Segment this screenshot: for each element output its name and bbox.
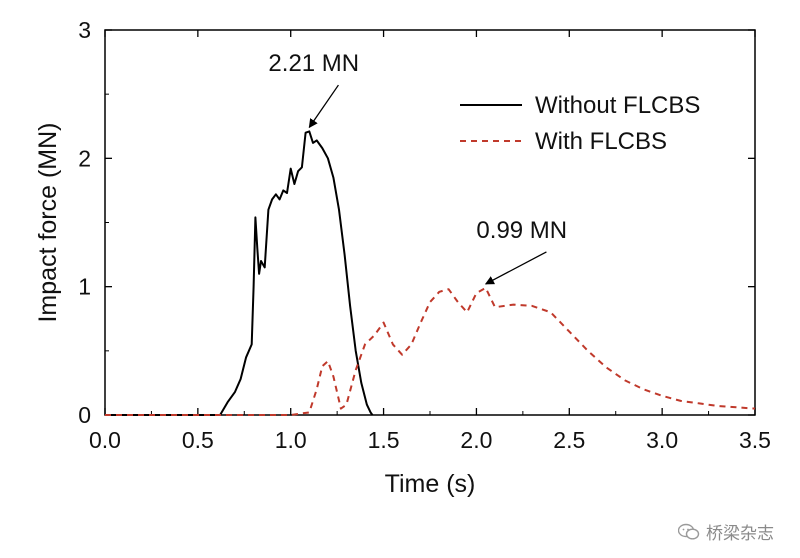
series-line-without-flcbs [105, 130, 374, 416]
y-axis-title: Impact force (MN) [34, 122, 62, 322]
x-tick-label: 3.5 [739, 427, 771, 453]
y-tick-label: 2 [78, 145, 91, 171]
x-axis-title: Time (s) [385, 470, 476, 498]
x-tick-label: 0.0 [89, 427, 121, 453]
legend-label: With FLCBS [535, 128, 667, 155]
annotation-arrow [484, 251, 547, 285]
y-tick-label: 3 [78, 17, 91, 43]
y-tick-label: 1 [78, 274, 91, 300]
series-lines [105, 130, 756, 416]
annotation-arrow [308, 84, 339, 129]
x-tick-label: 2.0 [460, 427, 492, 453]
wechat-icon [678, 523, 700, 540]
series-line-with-flcbs [105, 286, 756, 416]
annotation-label: 0.99 MN [476, 217, 567, 244]
x-tick-label: 0.5 [182, 427, 214, 453]
x-tick-label: 1.5 [368, 427, 400, 453]
legend: Without FLCBS With FLCBS [460, 92, 700, 155]
legend-label: Without FLCBS [535, 92, 700, 119]
x-tick-label: 3.0 [646, 427, 678, 453]
y-tick-label: 0 [78, 402, 91, 428]
watermark-text: 桥梁杂志 [706, 524, 774, 544]
annotations: 2.21 MN 0.99 MN [268, 50, 567, 285]
axis-ticks: 0.0 0.5 1.0 1.5 2.0 2.5 3.0 3.5 0 1 2 3 [78, 17, 771, 453]
x-tick-label: 1.0 [275, 427, 307, 453]
x-tick-label: 2.5 [553, 427, 585, 453]
annotation-label: 2.21 MN [268, 50, 359, 77]
plot-frame [104, 29, 756, 416]
watermark: 桥梁杂志 [678, 519, 774, 544]
